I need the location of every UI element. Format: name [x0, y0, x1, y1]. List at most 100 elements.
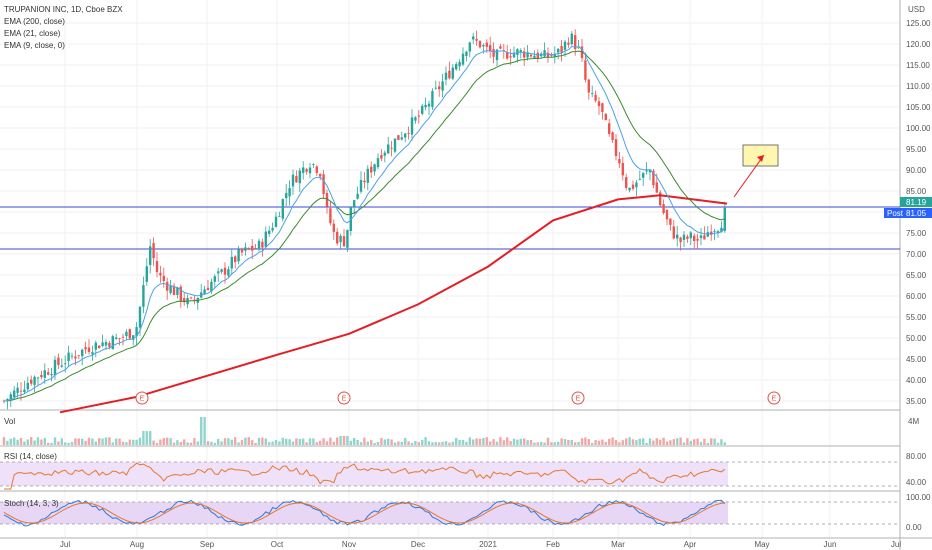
- volume-bar: [509, 441, 512, 445]
- earnings-marker[interactable]: E: [135, 391, 149, 405]
- volume-bar: [608, 438, 611, 445]
- candle: [247, 247, 250, 251]
- candle: [295, 170, 298, 183]
- volume-bar: [336, 437, 339, 445]
- time-tick-label: Oct: [271, 540, 284, 549]
- candle: [478, 40, 482, 49]
- candles-group: [2, 29, 726, 410]
- volume-bar: [363, 437, 366, 445]
- volume-bar: [108, 437, 111, 445]
- candle: [315, 165, 318, 176]
- volume-bar: [516, 439, 519, 445]
- time-axis[interactable]: Jul Aug Sep Oct Nov Dec 2021 Feb Mar Apr May Jun Jul: [60, 540, 901, 549]
- volume-bar: [227, 438, 230, 445]
- candle: [281, 198, 284, 222]
- stoch-band: [0, 502, 728, 524]
- candle: [77, 355, 80, 360]
- stoch-label[interactable]: Stoch (14, 3, 3): [4, 499, 59, 508]
- volume-bar: [417, 442, 420, 445]
- volume-bar: [77, 438, 80, 445]
- candle: [30, 375, 33, 386]
- price-tick-label: 75.00: [906, 229, 927, 238]
- legend-ema200[interactable]: EMA (200, close): [4, 17, 65, 26]
- volume-bar: [676, 438, 679, 445]
- candle: [710, 224, 713, 241]
- volume-bar: [567, 440, 570, 445]
- candle: [26, 376, 29, 392]
- candle: [560, 40, 563, 62]
- candle: [6, 398, 9, 410]
- candle: [570, 31, 573, 46]
- candle: [230, 249, 233, 275]
- volume-bar: [57, 441, 60, 445]
- candle: [713, 228, 716, 241]
- volume-bar: [523, 438, 526, 445]
- candle: [468, 41, 471, 58]
- volume-bar: [703, 438, 706, 445]
- volume-bar: [526, 440, 529, 445]
- time-tick-label: Nov: [342, 540, 356, 549]
- candle: [67, 345, 70, 367]
- candle: [274, 212, 278, 228]
- candle: [196, 297, 199, 310]
- currency-label: USD: [908, 5, 925, 14]
- candle: [118, 337, 121, 346]
- volume-bar: [247, 437, 250, 445]
- volume-bar: [519, 438, 522, 445]
- candle: [145, 258, 148, 286]
- volume-bar: [455, 437, 458, 445]
- volume-bar: [410, 442, 414, 445]
- candle: [373, 163, 376, 176]
- volume-bar: [580, 438, 584, 445]
- volume-bar: [346, 436, 349, 445]
- volume-bar: [244, 437, 247, 445]
- volume-bar: [13, 437, 16, 445]
- price-tick-label: 70.00: [906, 250, 927, 259]
- candle: [689, 231, 692, 246]
- earnings-marker[interactable]: E: [571, 391, 585, 405]
- candle: [278, 211, 281, 217]
- price-axis[interactable]: USD 125.00 120.00 115.00 110.00 105.00 100.00…: [906, 5, 931, 406]
- svg-text:81.19: 81.19: [906, 198, 927, 207]
- projection-arrow-line[interactable]: [733, 154, 765, 198]
- earnings-marker[interactable]: E: [767, 391, 781, 405]
- candle: [251, 239, 254, 260]
- volume-bar: [254, 442, 257, 445]
- volume-bar: [203, 417, 206, 445]
- candle: [349, 206, 352, 236]
- volume-bar: [268, 442, 271, 445]
- time-tick-label: Feb: [546, 540, 560, 549]
- volume-bar: [366, 441, 369, 445]
- candle: [512, 46, 516, 59]
- candle: [128, 328, 131, 340]
- target-box[interactable]: [742, 144, 779, 167]
- volume-bar: [642, 438, 645, 445]
- volume-bar: [407, 441, 410, 445]
- stoch-axis-0: 0.00: [906, 523, 922, 532]
- candle: [339, 233, 342, 249]
- volume-bar: [189, 442, 193, 445]
- candle: [159, 265, 162, 283]
- rsi-label[interactable]: RSI (14, close): [4, 452, 57, 461]
- legend-ema21[interactable]: EMA (21, close): [4, 29, 61, 38]
- volume-bar: [274, 439, 278, 445]
- candle: [699, 227, 703, 246]
- candle: [125, 329, 128, 340]
- candle: [257, 238, 261, 252]
- volume-bar: [33, 440, 36, 445]
- legend-symbol[interactable]: TRUPANION INC, 1D, Cboe BZX: [4, 5, 123, 14]
- candle: [455, 61, 458, 71]
- legend-ema9[interactable]: EMA (9, close, 0): [4, 41, 65, 50]
- volume-label[interactable]: Vol: [4, 417, 15, 426]
- volume-bar: [383, 439, 386, 445]
- candle: [342, 229, 346, 247]
- price-tick-label: 120.00: [906, 40, 931, 49]
- stoch-d-line: [3, 502, 725, 524]
- earnings-marker[interactable]: E: [337, 391, 351, 405]
- volume-bar: [611, 437, 614, 445]
- candle: [47, 368, 50, 376]
- candle: [166, 277, 169, 300]
- volume-bar: [444, 441, 448, 445]
- candle: [672, 220, 675, 240]
